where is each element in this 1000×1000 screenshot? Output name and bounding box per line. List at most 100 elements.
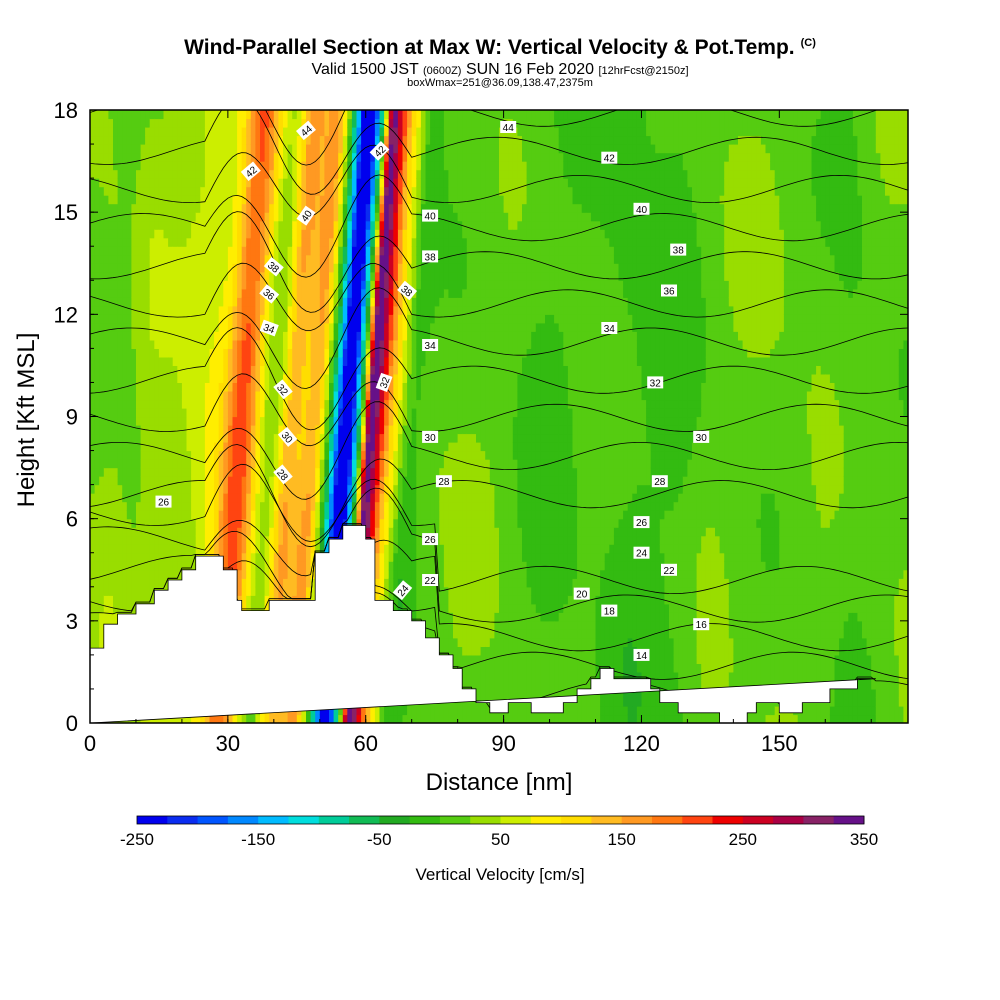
velocity-cell xyxy=(374,288,381,298)
velocity-cell xyxy=(351,391,358,401)
velocity-cell xyxy=(319,161,325,171)
velocity-cell xyxy=(402,552,408,562)
velocity-cell xyxy=(191,152,197,162)
velocity-cell xyxy=(154,552,160,562)
velocity-cell xyxy=(250,254,256,264)
velocity-cell xyxy=(158,382,165,392)
velocity-cell xyxy=(204,322,211,332)
velocity-cell xyxy=(351,161,358,171)
velocity-cell xyxy=(237,322,243,332)
velocity-cell xyxy=(241,135,247,145)
velocity-cell xyxy=(122,501,128,511)
velocity-cell xyxy=(402,237,408,247)
velocity-cell xyxy=(296,348,302,358)
velocity-cell xyxy=(260,220,266,230)
velocity-cell xyxy=(186,203,192,213)
velocity-cell xyxy=(374,254,381,264)
velocity-cell xyxy=(186,373,192,383)
velocity-cell xyxy=(90,552,96,562)
velocity-cell xyxy=(241,595,247,605)
velocity-cell xyxy=(186,382,192,392)
velocity-cell xyxy=(117,331,123,341)
velocity-cell xyxy=(108,220,114,230)
velocity-cell xyxy=(140,348,146,358)
velocity-cell xyxy=(250,459,256,469)
velocity-cell xyxy=(195,246,201,256)
velocity-cell xyxy=(365,399,371,409)
velocity-cell xyxy=(342,348,348,358)
velocity-cell xyxy=(223,280,229,290)
velocity-cell xyxy=(384,178,390,188)
velocity-cell xyxy=(388,246,394,256)
velocity-cell xyxy=(117,161,123,171)
velocity-cell xyxy=(218,510,224,520)
velocity-cell xyxy=(370,152,376,162)
velocity-cell xyxy=(255,535,261,545)
velocity-cell xyxy=(191,373,197,383)
velocity-cell xyxy=(255,459,261,469)
velocity-cell xyxy=(103,237,109,247)
velocity-cell xyxy=(163,271,169,281)
velocity-cell xyxy=(168,408,174,418)
velocity-cell xyxy=(145,552,151,562)
velocity-cell xyxy=(356,493,362,503)
velocity-cell xyxy=(122,535,128,545)
velocity-cell xyxy=(103,263,109,273)
velocity-cell xyxy=(296,535,302,545)
velocity-cell xyxy=(250,714,256,723)
velocity-cell xyxy=(315,144,321,154)
velocity-cell xyxy=(402,425,408,435)
velocity-cell xyxy=(237,339,243,349)
velocity-cell xyxy=(209,442,215,452)
velocity-cell xyxy=(361,416,367,426)
velocity-cell xyxy=(227,339,234,349)
velocity-cell xyxy=(227,544,234,554)
velocity-cell xyxy=(306,195,312,205)
velocity-cell xyxy=(94,569,100,579)
velocity-cell xyxy=(342,186,348,196)
velocity-cell xyxy=(255,195,261,205)
velocity-cell xyxy=(260,518,266,528)
velocity-cell xyxy=(301,442,307,452)
velocity-cell xyxy=(347,433,353,443)
velocity-cell xyxy=(227,161,234,171)
velocity-cell xyxy=(103,280,109,290)
velocity-cell xyxy=(131,544,137,554)
velocity-cell xyxy=(163,322,169,332)
velocity-cell xyxy=(140,365,146,375)
velocity-cell xyxy=(94,152,100,162)
velocity-cell xyxy=(145,203,151,213)
velocity-cell xyxy=(287,501,293,511)
velocity-cell xyxy=(90,433,96,443)
velocity-cell xyxy=(126,288,132,298)
velocity-cell xyxy=(195,399,201,409)
velocity-cell xyxy=(99,178,105,188)
velocity-cell xyxy=(232,552,238,562)
velocity-cell xyxy=(351,178,358,188)
velocity-cell xyxy=(191,339,197,349)
velocity-cell xyxy=(241,467,247,477)
velocity-cell xyxy=(324,186,330,196)
velocity-cell xyxy=(241,246,247,256)
velocity-cell xyxy=(329,467,335,477)
velocity-cell xyxy=(287,348,293,358)
velocity-cell xyxy=(181,118,188,128)
velocity-cell xyxy=(237,331,243,341)
velocity-cell xyxy=(218,203,224,213)
velocity-cell xyxy=(278,569,284,579)
velocity-cell xyxy=(191,271,197,281)
velocity-cell xyxy=(99,195,105,205)
velocity-cell xyxy=(292,339,298,349)
velocity-cell xyxy=(172,144,178,154)
velocity-cell xyxy=(108,169,114,179)
velocity-cell xyxy=(113,450,119,460)
velocity-cell xyxy=(149,356,155,366)
velocity-cell xyxy=(122,271,128,281)
velocity-cell xyxy=(218,331,224,341)
velocity-cell xyxy=(140,212,146,222)
velocity-cell xyxy=(264,544,270,554)
velocity-cell xyxy=(315,408,321,418)
velocity-cell xyxy=(113,305,119,315)
velocity-cell xyxy=(296,595,302,605)
velocity-cell xyxy=(365,391,371,401)
